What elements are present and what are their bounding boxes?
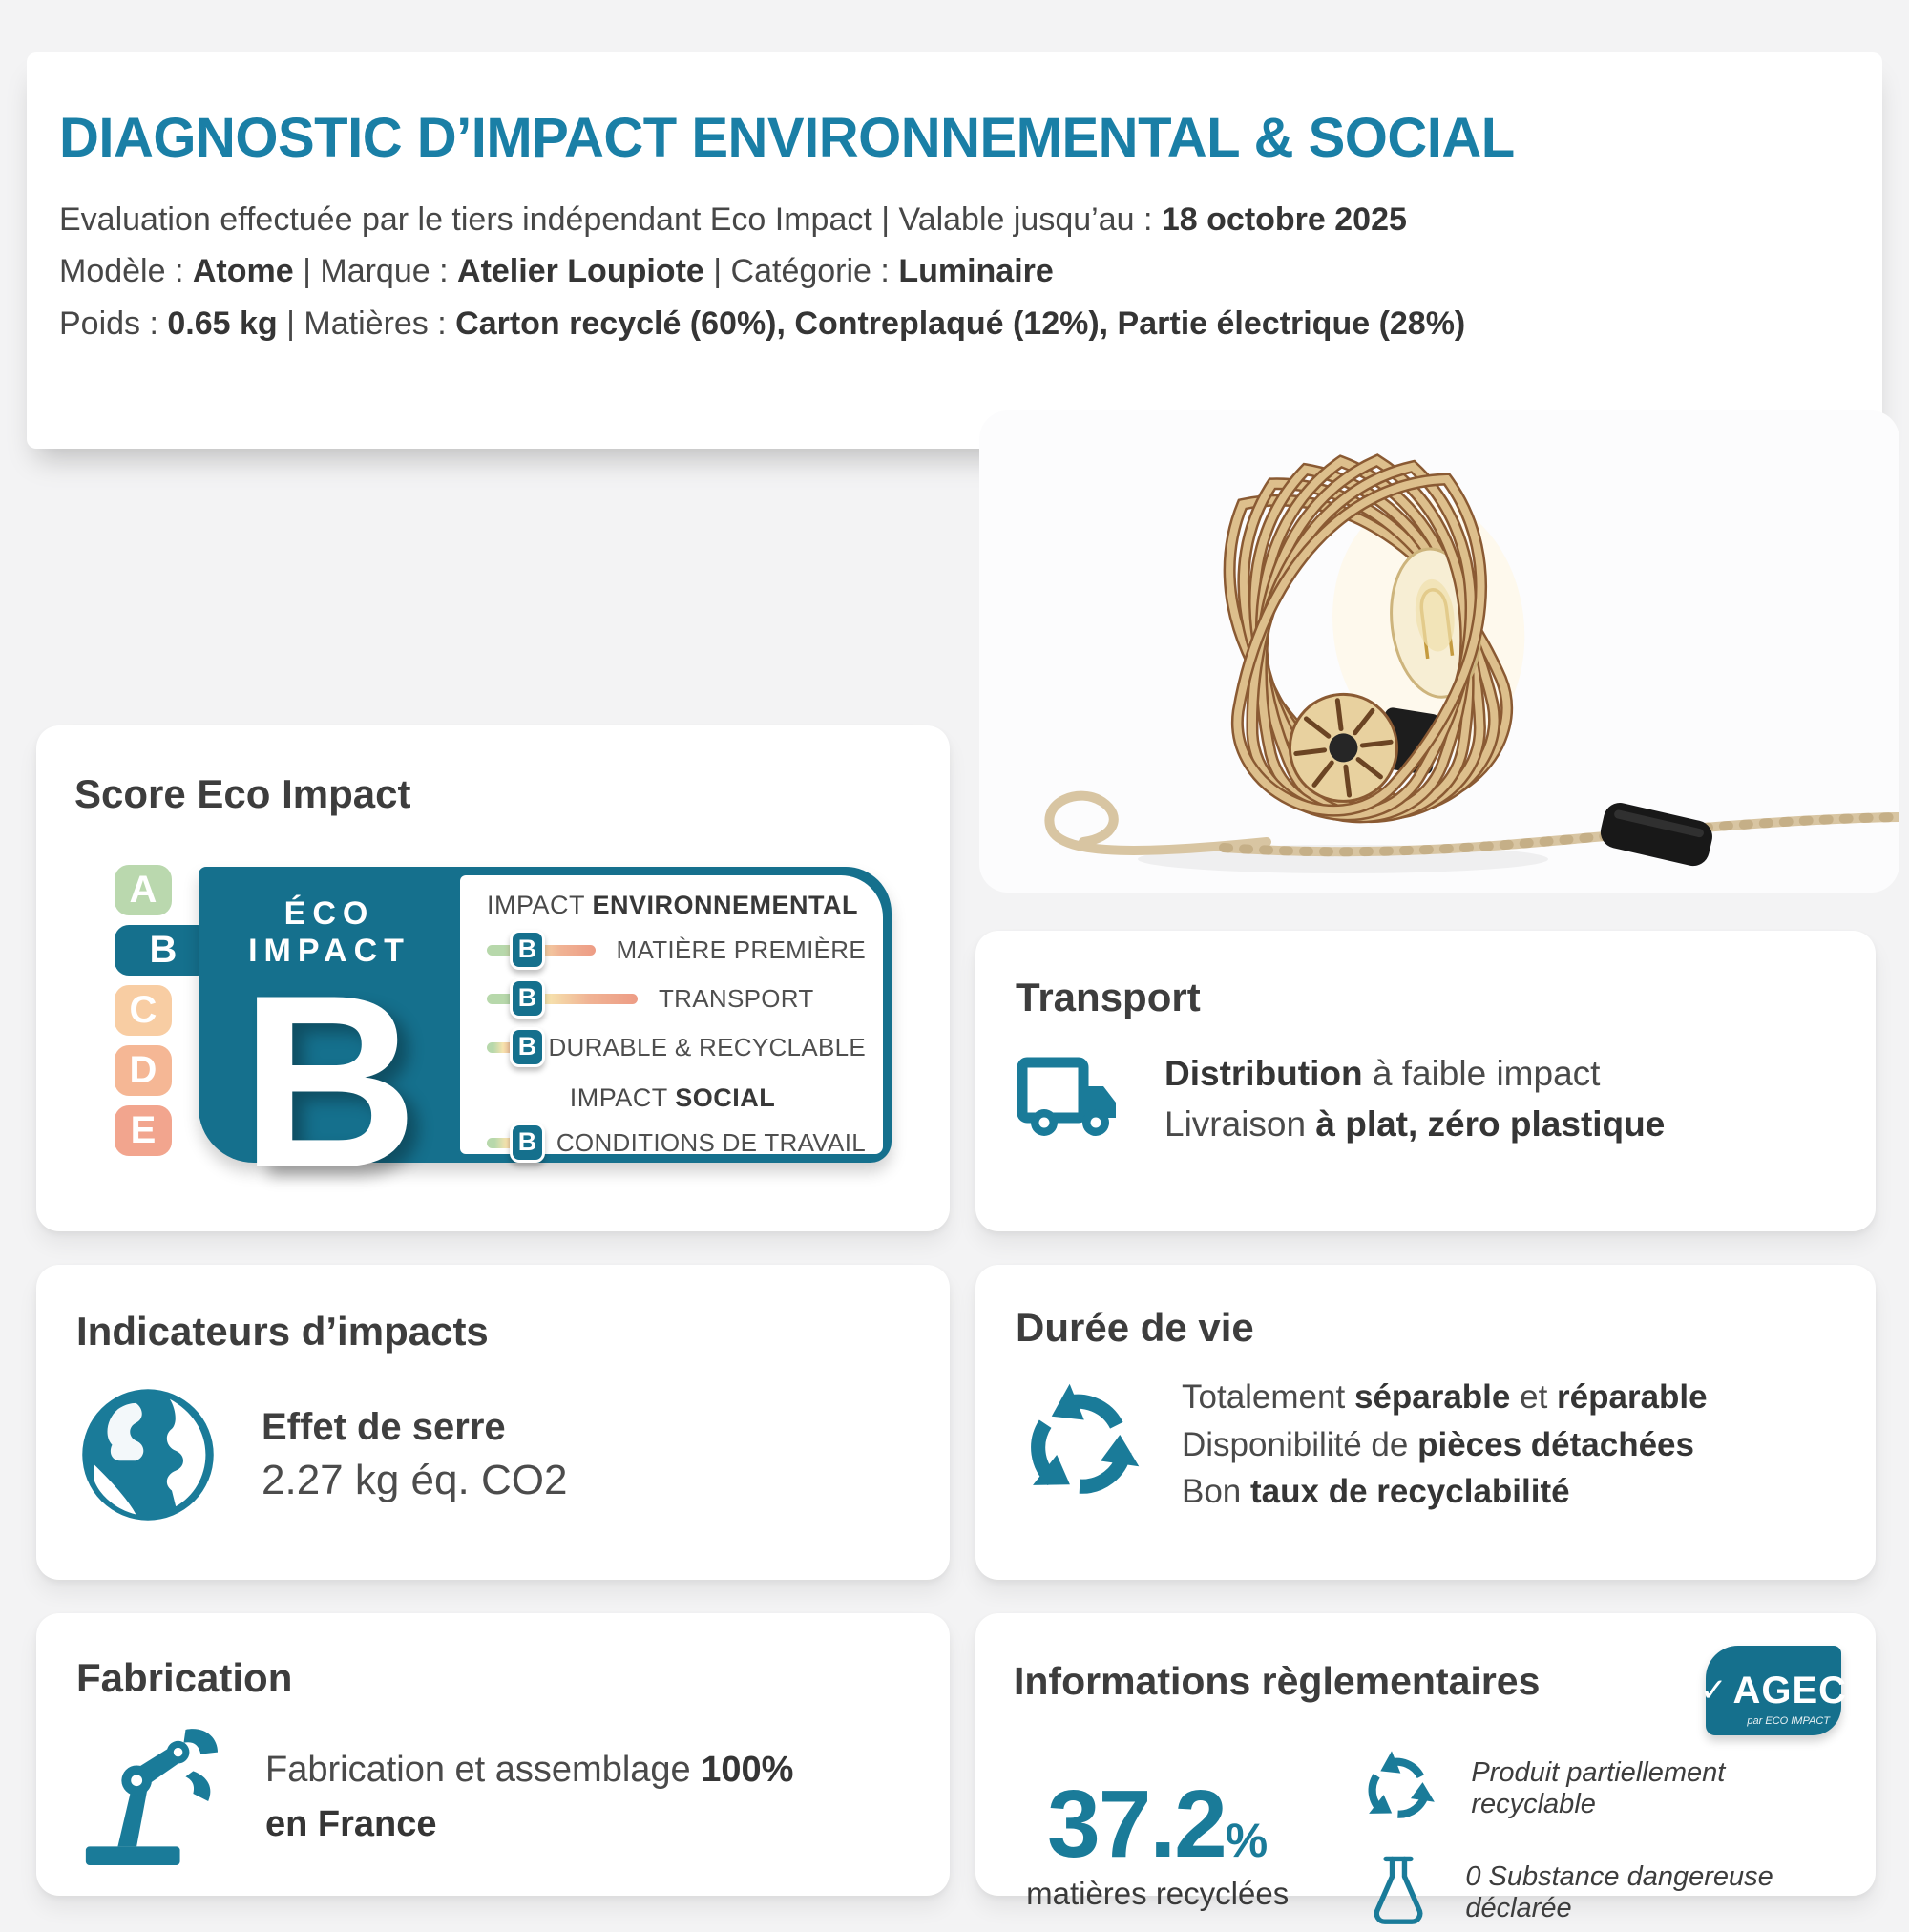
impact-indicators-card: Indicateurs d’impacts Effet de serre 2.2… (36, 1265, 950, 1580)
globe-icon (76, 1383, 220, 1526)
lifespan-line-2: Disponibilité de pièces détachées (1182, 1425, 1694, 1463)
regulatory-item-substance: 0 Substance dangereuse déclarée (1358, 1854, 1841, 1932)
impact-row-conditions-travail: B CONDITIONS DE TRAVAIL (479, 1122, 866, 1163)
eco-brand: ÉCO IMPACT (248, 895, 410, 969)
wooden-lamp-illustration (1044, 453, 1899, 873)
grade-badge: B (510, 1026, 545, 1067)
cord-switch (1600, 803, 1712, 867)
fabrication-text: Fabrication et assemblage 100% en France (265, 1750, 794, 1844)
eco-grade-scale: A B C D E (115, 865, 220, 1166)
regulatory-item-recyclable: Produit partiellement recyclable (1358, 1749, 1841, 1829)
fabrication-title: Fabrication (76, 1655, 293, 1700)
lifespan-text: Totalement séparable et réparable Dispon… (1182, 1374, 1708, 1516)
header-card: DIAGNOSTIC D’IMPACT ENVIRONNEMENTAL & SO… (27, 52, 1882, 449)
grade-badge: B (510, 929, 545, 970)
impact-row-matiere-premiere: B MATIÈRE PREMIÈRE (479, 929, 866, 970)
indicator-value: 2.27 kg éq. CO2 (262, 1456, 568, 1503)
product-photo-lamp (979, 410, 1899, 892)
page-title: DIAGNOSTIC D’IMPACT ENVIRONNEMENTAL & SO… (59, 107, 1515, 169)
scale-grade-b-selected: B (115, 925, 212, 976)
recycle-arrows-icon (1358, 1749, 1438, 1829)
social-impact-heading: IMPACT SOCIAL (569, 1083, 776, 1112)
agec-label: AGEC (1732, 1669, 1848, 1712)
lifespan-line-1: Totalement séparable et réparable (1182, 1378, 1708, 1416)
header-meta-materials: Poids : 0.65 kg | Matières : Carton recy… (59, 304, 1466, 342)
impact-gradient-bar: B (487, 929, 596, 970)
lifespan-card: Durée de vie Totalement sé (975, 1265, 1876, 1580)
eco-grade-letter: B (240, 943, 419, 1219)
recycled-percent-block: 37.2 % matières recyclées (1014, 1770, 1301, 1912)
recycled-percent-caption: matières recyclées (1026, 1875, 1290, 1911)
check-icon: ✓ (1699, 1672, 1728, 1709)
transport-text: Distribution à faible impact Livraison à… (1164, 1049, 1665, 1149)
indicator-title: Effet de serre (262, 1405, 506, 1448)
transport-line-1: Distribution à faible impact (1164, 1054, 1601, 1093)
regulatory-title: Informations règlementaires (1014, 1659, 1541, 1703)
indicator-greenhouse: Effet de serre 2.27 kg éq. CO2 (262, 1406, 567, 1504)
scale-grade-e: E (115, 1105, 172, 1156)
impact-gradient-bar: B (487, 1122, 545, 1163)
lifespan-title: Durée de vie (1016, 1305, 1254, 1350)
fabrication-card: Fabrication Fabricatio (36, 1613, 950, 1896)
transport-line-2: Livraison à plat, zéro plastique (1164, 1103, 1666, 1144)
transport-card: Transport Distribution à faible impact L… (975, 931, 1876, 1231)
agec-badge: ✓ AGEC par ECO IMPACT (1700, 1646, 1846, 1735)
scale-grade-a: A (115, 865, 172, 915)
eco-impact-label: ÉCO IMPACT B IMPACT ENVIRONNEMENTAL B MA… (199, 867, 892, 1205)
grade-badge: B (510, 977, 545, 1018)
grade-badge: B (510, 1122, 545, 1163)
eco-label-panel: IMPACT ENVIRONNEMENTAL B MATIÈRE PREMIÈR… (460, 875, 883, 1163)
regulatory-card: Informations règlementaires ✓ AGEC par E… (975, 1613, 1876, 1924)
scale-grade-c: C (115, 985, 172, 1036)
recycle-arrows-icon (1016, 1380, 1145, 1510)
recycled-percent-sign: % (1225, 1813, 1269, 1867)
scale-grade-d: D (115, 1045, 172, 1096)
lifespan-line-3: Bon taux de recyclabilité (1182, 1473, 1570, 1511)
transport-title: Transport (1016, 975, 1201, 1019)
recycled-percent-value: 37.2 (1047, 1770, 1227, 1878)
indicators-title: Indicateurs d’impacts (76, 1309, 489, 1354)
robot-arm-icon (76, 1726, 220, 1869)
impact-gradient-bar: B (487, 1026, 545, 1067)
agec-subtext: par ECO IMPACT (1747, 1715, 1830, 1727)
impact-gradient-bar: B (487, 977, 638, 1018)
score-card: Score Eco Impact A B C D E ÉCO IMPACT B … (36, 725, 950, 1231)
env-impact-heading: IMPACT ENVIRONNEMENTAL (486, 891, 859, 919)
score-title: Score Eco Impact (74, 771, 411, 816)
header-meta-model: Modèle : Atome | Marque : Atelier Loupio… (59, 253, 1054, 290)
impact-row-transport: B TRANSPORT (479, 977, 866, 1018)
flask-icon (1364, 1854, 1433, 1932)
header-meta-validity: Evaluation effectuée par le tiers indépe… (59, 201, 1407, 238)
truck-icon (1016, 1056, 1122, 1144)
eco-label-left: ÉCO IMPACT B (199, 867, 460, 1205)
impact-row-durable-recyclable: B DURABLE & RECYCLABLE (479, 1026, 866, 1067)
wooden-hub (1288, 692, 1398, 803)
